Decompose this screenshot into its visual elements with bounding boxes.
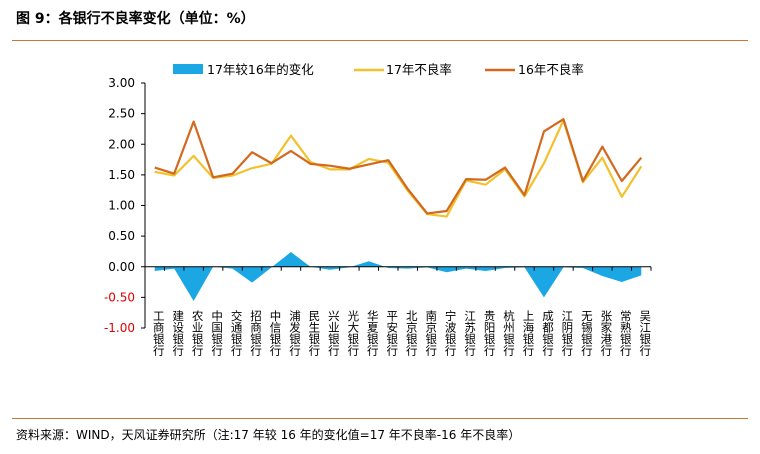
y-tick-label: 1.00 (108, 199, 135, 213)
x-category-label: 浦发银行 (288, 310, 302, 357)
x-category-label: 农业银行 (191, 309, 205, 357)
x-category-label: 中信银行 (269, 310, 283, 357)
y-tick-label: 0.00 (108, 260, 135, 274)
legend-swatch-change (173, 64, 203, 74)
x-category-label: 宁波银行 (444, 309, 458, 357)
x-category-label: 平安银行 (385, 310, 399, 357)
legend-label-change: 17年较16年的变化 (207, 62, 314, 77)
x-category-label: 交通银行 (230, 309, 244, 357)
legend: 17年较16年的变化 17年不良率 16年不良率 (173, 62, 584, 77)
y-tick-label: 3.00 (108, 76, 135, 90)
figure-title: 图 9：各银行不良率变化（单位：%） (16, 11, 255, 27)
y-axis-ticks: 3.00 2.50 2.00 1.50 1.00 0.50 0.00 -0.50 -1.00 (104, 76, 145, 335)
x-category-label: 南京银行 (424, 309, 438, 357)
x-category-label: 民生银行 (307, 310, 321, 357)
x-category-label: 无锡银行 (580, 310, 594, 357)
x-category-label: 光大银行 (346, 309, 360, 357)
x-category-label: 江苏银行 (463, 310, 477, 357)
x-category-label: 中国银行 (210, 310, 224, 357)
y-tick-label: -1.00 (104, 321, 135, 335)
rate-line-series (154, 118, 643, 218)
x-category-label: 张家港行 (599, 310, 613, 357)
change-area-series (154, 252, 642, 302)
rate-2017-line (154, 119, 643, 218)
x-category-label: 兴业银行 (327, 310, 341, 357)
x-category-label: 建设银行 (171, 309, 185, 357)
x-category-label: 上海银行 (522, 310, 536, 357)
source-note: 资料来源：WIND，天风证券研究所（注:17 年较 16 年的变化值=17 年不… (16, 428, 521, 442)
rate-2016-line (154, 118, 643, 215)
axes (144, 83, 652, 328)
y-tick-label: 0.50 (108, 229, 135, 243)
legend-label-2016: 16年不良率 (518, 62, 584, 77)
y-tick-label: 2.50 (108, 107, 135, 121)
x-category-label: 贵阳银行 (483, 310, 497, 357)
x-category-label: 吴江银行 (638, 310, 652, 357)
x-category-label: 工商银行 (152, 310, 166, 357)
top-rule (12, 40, 748, 41)
y-tick-label: -0.50 (104, 290, 135, 304)
x-category-label: 杭州银行 (502, 309, 516, 357)
change-area (154, 252, 642, 302)
x-category-label: 成都银行 (541, 310, 555, 357)
x-category-label: 华夏银行 (366, 309, 380, 357)
y-tick-label: 2.00 (108, 137, 135, 151)
x-category-label: 江阴银行 (560, 310, 574, 357)
y-tick-label: 1.50 (108, 168, 135, 182)
x-category-label: 北京银行 (405, 310, 419, 357)
legend-label-2017: 17年不良率 (386, 62, 452, 77)
bottom-rule (12, 418, 748, 419)
x-axis-categories: 工商银行 建设银行 农业银行 中国银行 交通银行 招商银行 中信银行 浦发银行 民生银行 兴业银行… (152, 309, 653, 357)
x-category-label: 常熟银行 (619, 310, 633, 357)
x-category-label: 招商银行 (249, 309, 263, 357)
